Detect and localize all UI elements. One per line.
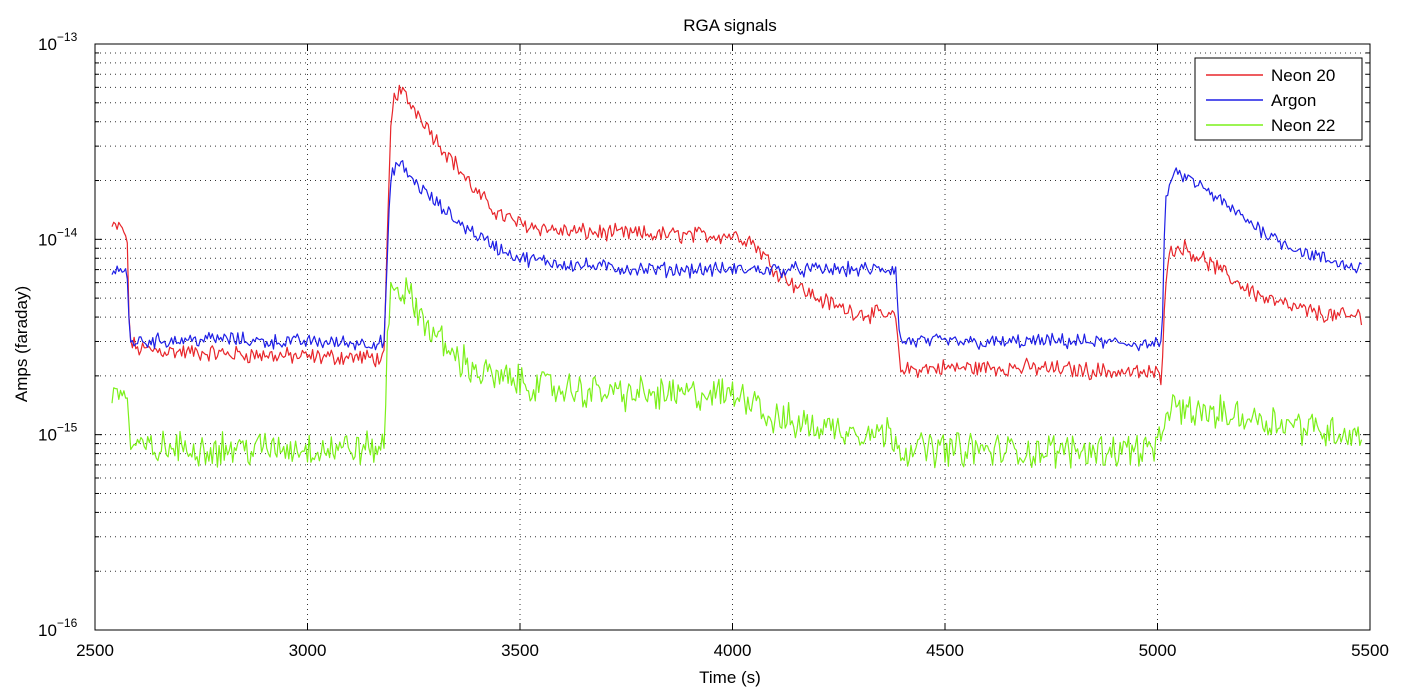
series-line-neon-22 xyxy=(111,277,1363,469)
legend-box xyxy=(1194,57,1363,141)
ticks: 2500 3000 3500 4000 4500 5000 5500 10−13 10−14 10… xyxy=(38,30,1389,660)
y-axis-label: Amps (faraday) xyxy=(12,286,31,402)
y-tick-label: 10−15 xyxy=(38,421,78,445)
x-axis-label: Time (s) xyxy=(699,668,761,687)
series-line-neon-20 xyxy=(111,84,1363,386)
legend: Neon 20 Argon Neon 22 xyxy=(1194,57,1363,141)
x-tick-label: 4500 xyxy=(926,641,964,660)
x-tick-label: 5000 xyxy=(1139,641,1177,660)
x-tick-label: 2500 xyxy=(76,641,114,660)
x-tick-label: 5500 xyxy=(1351,641,1389,660)
legend-label: Argon xyxy=(1271,91,1316,110)
y-tick-label: 10−16 xyxy=(38,616,78,640)
y-tick-label: 10−13 xyxy=(38,30,78,54)
x-tick-label: 3500 xyxy=(501,641,539,660)
legend-label: Neon 20 xyxy=(1271,66,1335,85)
chart-title: RGA signals xyxy=(683,16,777,35)
series-line-argon xyxy=(111,160,1362,352)
y-tick-label: 10−14 xyxy=(38,225,78,249)
series-lines xyxy=(111,84,1363,469)
legend-label: Neon 22 xyxy=(1271,116,1335,135)
x-tick-label: 4000 xyxy=(714,641,752,660)
x-tick-label: 3000 xyxy=(289,641,327,660)
